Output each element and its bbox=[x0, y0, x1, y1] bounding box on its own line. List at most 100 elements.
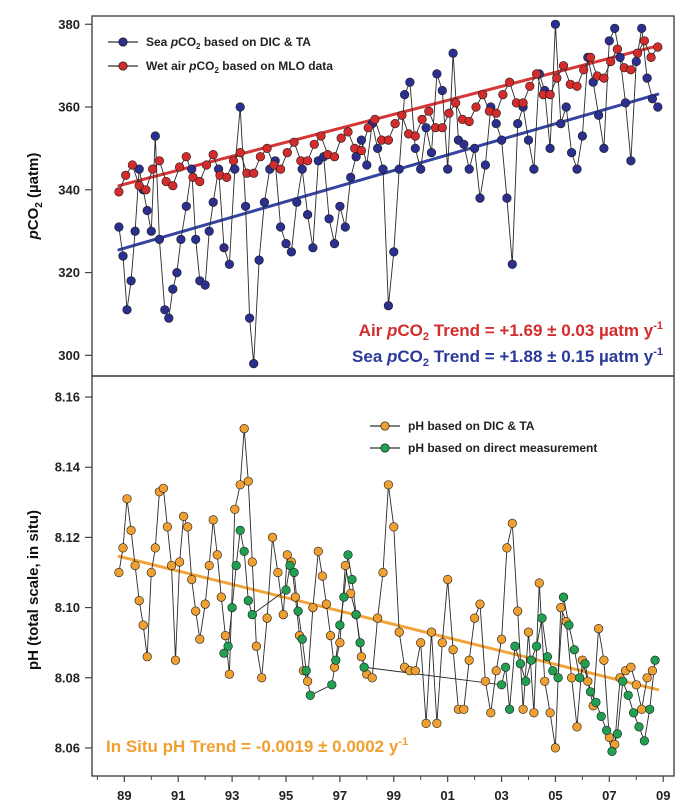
pco2-series-1-point bbox=[309, 139, 319, 149]
ph-series-0-point bbox=[303, 676, 313, 686]
ph-series-0-point bbox=[142, 652, 152, 662]
pco2-series-0-point bbox=[181, 201, 191, 211]
legend-label-ph-direct: pH based on direct measurement bbox=[408, 441, 597, 455]
ph-series-0-point bbox=[191, 606, 201, 616]
pco2-series-0-point bbox=[224, 259, 234, 269]
ph-ytick-label: 8.08 bbox=[55, 670, 80, 685]
ph-series-1-point bbox=[575, 673, 585, 683]
pco2-series-0-point bbox=[464, 164, 474, 174]
pco2-series-1-point bbox=[518, 98, 528, 108]
ph-series-0-point bbox=[502, 543, 512, 553]
pco2-series-1-point bbox=[356, 145, 367, 156]
ph-series-1-point bbox=[612, 729, 623, 739]
pco2-series-0-point bbox=[566, 148, 577, 158]
ph-ytick-label: 8.10 bbox=[55, 600, 80, 615]
ph-series-0-point bbox=[204, 560, 214, 571]
pco2-series-1-point bbox=[282, 148, 292, 158]
pco2-series-1-point bbox=[390, 118, 400, 129]
pco2-series-0-point bbox=[259, 197, 270, 207]
ph-legend: pH based on DIC & TA pH based on direct … bbox=[370, 419, 597, 455]
pco2-series-0-point bbox=[204, 226, 214, 236]
pco2-series-1-point bbox=[558, 61, 569, 71]
pco2-series-0-point bbox=[154, 234, 164, 244]
ph-series-0-point bbox=[416, 638, 426, 648]
ph-series-0-point bbox=[325, 630, 336, 641]
ph-series-1-point bbox=[628, 708, 639, 718]
ph-series-0-point bbox=[118, 543, 128, 553]
ph-series-0-point bbox=[545, 708, 555, 718]
pco2-series-0-point bbox=[164, 313, 174, 323]
ph-series-0-point bbox=[556, 602, 566, 613]
pco2-series-0-point bbox=[308, 243, 318, 253]
legend-marker-air bbox=[118, 61, 128, 71]
ph-series-1-point bbox=[347, 574, 357, 585]
pco2-series-0-point bbox=[292, 197, 302, 207]
ph-series-0-point bbox=[550, 743, 561, 753]
pco2-series-0-point bbox=[561, 102, 571, 112]
ph-series-0-point bbox=[313, 546, 323, 557]
pco2-series-1-point bbox=[599, 73, 609, 83]
pco2-series-0-point bbox=[642, 73, 652, 83]
ph-series-0-point bbox=[523, 627, 534, 637]
ph-series-0-point bbox=[631, 680, 641, 690]
pco2-series-0-point bbox=[507, 259, 517, 269]
pco2-series-0-point bbox=[615, 52, 625, 63]
pco2-series-1-point bbox=[417, 114, 427, 124]
pco2-series-1-point bbox=[363, 123, 373, 133]
pco2-series-1-point bbox=[316, 131, 326, 141]
pco2-series-1-point bbox=[228, 156, 239, 166]
ph-series-1-point bbox=[510, 641, 520, 651]
ph-series-1-point bbox=[227, 602, 237, 613]
ph-series-0-point bbox=[179, 511, 189, 522]
ph-series-0-point bbox=[230, 504, 240, 514]
ph-axis-title: pH (total scale, in situ) bbox=[25, 510, 42, 670]
pco2-series-0-point bbox=[219, 243, 229, 253]
ph-series-0-point bbox=[534, 578, 544, 588]
pco2-series-0-point bbox=[134, 164, 144, 174]
pco2-series-1-point bbox=[451, 98, 461, 108]
ph-series-0-point bbox=[367, 673, 377, 683]
ph-series-1-point bbox=[607, 746, 617, 757]
pco2-series-1-point bbox=[114, 187, 124, 197]
ph-series-1-point bbox=[351, 609, 361, 620]
pco2-series-0-point bbox=[529, 164, 539, 174]
pco2-series-0-point bbox=[620, 98, 631, 108]
pco2-series-0-point bbox=[126, 276, 136, 286]
pco2-series-1-point bbox=[397, 110, 407, 120]
ph-series-1-point bbox=[505, 704, 515, 714]
pco2-series-0-point bbox=[187, 164, 197, 174]
axes-layer: 300 320 340 360 380 8.06 8.08 8.10 8.12 8.14 8.16 8… bbox=[55, 17, 671, 803]
ph-series-0-point bbox=[126, 525, 136, 536]
ph-ytick-label: 8.12 bbox=[55, 530, 80, 545]
ph-series-0-point bbox=[200, 599, 210, 609]
pco2-series-1-point bbox=[336, 133, 346, 143]
ph-series-1-point bbox=[601, 725, 612, 736]
ph-series-1-point bbox=[553, 673, 563, 683]
ph-series-1-point bbox=[281, 585, 291, 595]
ph-series-0-point bbox=[216, 592, 226, 602]
pco2-series-0-point bbox=[405, 77, 415, 87]
pco2-series-0-point bbox=[416, 164, 426, 174]
pco2-series-0-point bbox=[502, 193, 512, 203]
ph-series-0-point bbox=[122, 494, 132, 504]
ph-series-1-point bbox=[650, 655, 660, 665]
pco2-series-1-point bbox=[148, 164, 158, 174]
pco2-ytick-label: 300 bbox=[58, 348, 80, 363]
pco2-series-1-point bbox=[545, 89, 555, 100]
ph-series-0-point bbox=[394, 627, 404, 637]
ph-series-0-point bbox=[130, 560, 140, 571]
ph-series-0-point bbox=[247, 557, 257, 567]
ph-series-1-point bbox=[526, 655, 536, 665]
pco2-series-1-point bbox=[370, 114, 380, 124]
ph-series-1-point bbox=[331, 655, 341, 665]
legend-label-sea: Sea pCO2 based on DIC & TA bbox=[146, 35, 311, 51]
ph-series-0-point bbox=[251, 641, 261, 651]
pco2-series-1-point bbox=[303, 156, 313, 166]
ph-series-0-point bbox=[146, 567, 156, 578]
ph-series-1-point bbox=[297, 634, 307, 644]
pco2-series-0-point bbox=[235, 102, 245, 112]
ph-series-0-point bbox=[507, 518, 517, 529]
pco2-series-0-point bbox=[168, 284, 178, 294]
ph-series-0-point bbox=[282, 550, 292, 560]
